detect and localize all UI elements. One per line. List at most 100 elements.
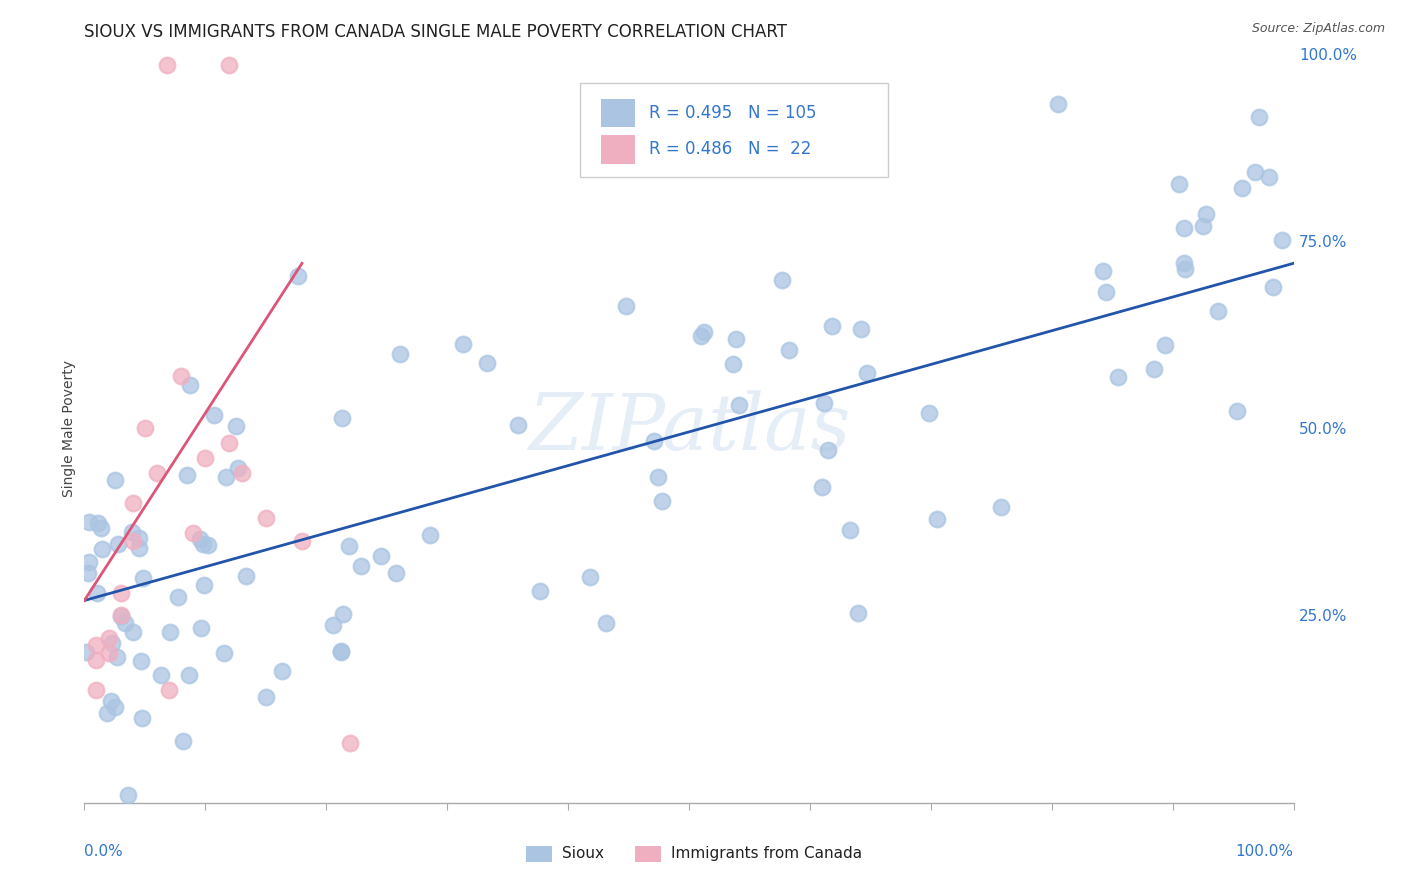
Point bbox=[337, 539, 360, 553]
Point bbox=[191, 537, 214, 551]
Point bbox=[813, 396, 835, 410]
Point bbox=[508, 418, 530, 433]
Point bbox=[122, 625, 145, 640]
Point bbox=[1168, 177, 1191, 191]
Bar bbox=[600, 99, 634, 128]
Text: Source: ZipAtlas.com: Source: ZipAtlas.com bbox=[1251, 22, 1385, 36]
Point bbox=[1047, 96, 1070, 111]
Point bbox=[86, 683, 108, 698]
Point bbox=[218, 58, 240, 72]
Point bbox=[129, 654, 152, 668]
Point bbox=[692, 326, 714, 340]
Point bbox=[77, 515, 100, 529]
Point bbox=[727, 398, 749, 412]
Point bbox=[579, 570, 602, 584]
Point bbox=[1271, 233, 1294, 247]
Point bbox=[838, 523, 860, 537]
Point bbox=[846, 606, 869, 620]
Point bbox=[925, 512, 948, 526]
Point bbox=[254, 511, 277, 525]
Point bbox=[778, 343, 800, 357]
Point bbox=[1208, 304, 1230, 318]
Point bbox=[451, 337, 474, 351]
Point bbox=[100, 636, 122, 650]
Point bbox=[529, 584, 551, 599]
Bar bbox=[600, 135, 634, 163]
Point bbox=[117, 789, 139, 803]
Point bbox=[1195, 207, 1218, 221]
Point bbox=[193, 577, 215, 591]
Point bbox=[155, 58, 177, 72]
Point bbox=[214, 646, 236, 660]
Point bbox=[811, 480, 834, 494]
Point bbox=[821, 319, 844, 334]
Point bbox=[1226, 404, 1249, 418]
Point bbox=[128, 541, 150, 555]
Point bbox=[724, 332, 747, 346]
Point bbox=[651, 494, 673, 508]
Point bbox=[329, 644, 352, 658]
Point bbox=[110, 586, 132, 600]
Point bbox=[1143, 362, 1166, 376]
Text: 100.0%: 100.0% bbox=[1236, 844, 1294, 859]
Bar bbox=[634, 846, 661, 862]
Point bbox=[339, 736, 361, 750]
Y-axis label: Single Male Poverty: Single Male Poverty bbox=[62, 359, 76, 497]
Point bbox=[77, 555, 100, 569]
Point bbox=[1174, 261, 1197, 276]
Point bbox=[1095, 285, 1118, 300]
Point bbox=[90, 521, 112, 535]
Point bbox=[349, 559, 371, 574]
Point bbox=[149, 667, 172, 681]
Point bbox=[235, 569, 257, 583]
Bar bbox=[526, 846, 553, 862]
Point bbox=[322, 617, 344, 632]
Point bbox=[918, 406, 941, 420]
Point bbox=[595, 616, 617, 631]
Point bbox=[96, 706, 118, 720]
Point bbox=[254, 690, 277, 704]
Point bbox=[287, 269, 309, 284]
Point bbox=[370, 549, 392, 564]
Text: 0.0%: 0.0% bbox=[84, 844, 124, 859]
Point bbox=[643, 434, 665, 449]
Point bbox=[389, 346, 412, 360]
Point bbox=[172, 734, 194, 748]
Point bbox=[332, 607, 354, 621]
Point bbox=[1230, 180, 1253, 194]
Text: R = 0.495   N = 105: R = 0.495 N = 105 bbox=[650, 104, 817, 122]
Point bbox=[647, 470, 669, 484]
Point bbox=[330, 411, 353, 425]
Point bbox=[103, 699, 125, 714]
Point bbox=[1153, 338, 1175, 352]
Point bbox=[87, 516, 110, 530]
Point bbox=[475, 356, 498, 370]
Point bbox=[194, 451, 217, 466]
Point bbox=[77, 566, 100, 580]
Point bbox=[1261, 280, 1284, 294]
Point bbox=[128, 531, 150, 545]
Point bbox=[134, 421, 156, 435]
Point bbox=[97, 631, 120, 645]
Point bbox=[107, 537, 129, 551]
Point bbox=[1173, 256, 1195, 270]
FancyBboxPatch shape bbox=[581, 84, 889, 178]
Point bbox=[131, 710, 153, 724]
Point bbox=[90, 541, 112, 556]
Point bbox=[121, 533, 143, 548]
Point bbox=[190, 621, 212, 635]
Point bbox=[1192, 219, 1215, 234]
Point bbox=[231, 466, 253, 480]
Point bbox=[1107, 370, 1129, 384]
Point bbox=[105, 649, 128, 664]
Point bbox=[188, 533, 211, 547]
Point bbox=[100, 694, 122, 708]
Point bbox=[856, 366, 879, 380]
Point bbox=[167, 590, 190, 604]
Point bbox=[202, 409, 225, 423]
Point bbox=[121, 496, 143, 510]
Point bbox=[86, 653, 108, 667]
Text: SIOUX VS IMMIGRANTS FROM CANADA SINGLE MALE POVERTY CORRELATION CHART: SIOUX VS IMMIGRANTS FROM CANADA SINGLE M… bbox=[84, 23, 787, 41]
Point bbox=[146, 466, 169, 480]
Point bbox=[690, 329, 713, 343]
